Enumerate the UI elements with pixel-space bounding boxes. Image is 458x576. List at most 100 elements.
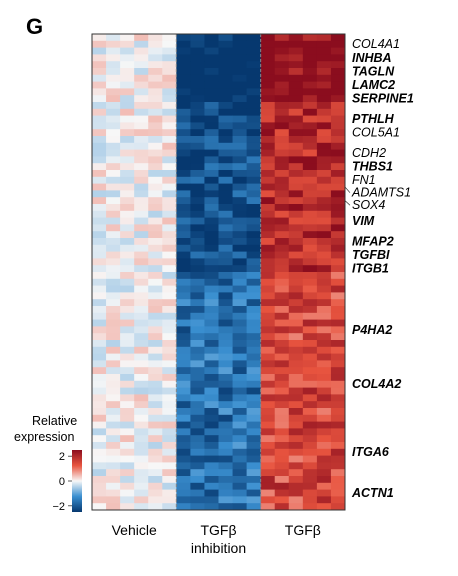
heatmap-cell — [274, 156, 290, 164]
heatmap-cell — [134, 319, 149, 327]
heatmap-cell — [162, 435, 177, 443]
heatmap-cell — [274, 265, 290, 273]
heatmap-cell — [302, 258, 318, 266]
heatmap-cell — [330, 231, 346, 239]
heatmap-cell — [148, 40, 163, 48]
heatmap-cell — [246, 367, 262, 375]
heatmap-cell — [176, 34, 191, 42]
heatmap-cell — [288, 54, 304, 62]
heatmap-cell — [218, 68, 233, 76]
heatmap-cell — [162, 265, 177, 273]
heatmap-frame — [91, 33, 346, 511]
heatmap-cell — [246, 326, 262, 334]
heatmap-cell — [106, 190, 121, 198]
heatmap-cell — [288, 163, 304, 171]
heatmap-cell — [176, 374, 191, 382]
heatmap-cell — [246, 346, 262, 354]
heatmap-cell — [232, 108, 248, 116]
heatmap-cell — [190, 156, 205, 164]
heatmap-cell — [204, 244, 219, 252]
heatmap-cell — [246, 210, 262, 218]
heatmap-cell — [92, 306, 107, 314]
heatmap-cell — [106, 95, 121, 103]
heatmap-cell — [162, 217, 177, 225]
heatmap-cell — [134, 272, 149, 280]
heatmap-cell — [120, 482, 135, 490]
gene-label: INHBA — [352, 51, 392, 65]
heatmap-cell — [176, 346, 191, 354]
heatmap-cell — [288, 380, 304, 388]
heatmap-cell — [92, 197, 107, 205]
heatmap-cell — [92, 258, 107, 266]
heatmap-cell — [148, 136, 163, 144]
heatmap-cell — [218, 265, 233, 273]
heatmap-cell — [274, 108, 290, 116]
heatmap-cell — [232, 170, 248, 178]
heatmap-cell — [316, 448, 332, 456]
heatmap-cell — [274, 421, 290, 429]
heatmap-cell — [274, 482, 290, 490]
heatmap-cell — [162, 190, 177, 198]
heatmap-cell — [92, 81, 107, 89]
heatmap-cell — [190, 428, 205, 436]
heatmap-cell — [106, 353, 121, 361]
heatmap-cell — [176, 462, 191, 470]
heatmap-cell — [204, 299, 219, 307]
legend-colorbar — [72, 450, 82, 512]
heatmap-cell — [92, 360, 107, 368]
heatmap-cell — [316, 360, 332, 368]
heatmap-cell — [218, 170, 233, 178]
heatmap-cell — [176, 469, 191, 477]
heatmap-cell — [162, 299, 177, 307]
heatmap-cell — [190, 408, 205, 416]
heatmap-cell — [120, 326, 135, 334]
heatmap-cell — [92, 170, 107, 178]
heatmap-cell — [246, 149, 262, 157]
heatmap-cell — [134, 122, 149, 130]
heatmap-cell — [274, 299, 290, 307]
heatmap-cell — [232, 476, 248, 484]
heatmap-cell — [218, 258, 233, 266]
heatmap-cell — [106, 156, 121, 164]
heatmap-cell — [316, 81, 332, 89]
heatmap-cell — [246, 414, 262, 422]
heatmap-cell — [120, 74, 135, 82]
heatmap-cell — [330, 340, 346, 348]
gene-label: COL5A1 — [352, 126, 400, 140]
heatmap-cell — [148, 285, 163, 293]
heatmap-cell — [176, 176, 191, 184]
heatmap-cell — [204, 34, 219, 42]
heatmap-cell — [246, 387, 262, 395]
heatmap-cell — [162, 34, 177, 42]
heatmap-cell — [232, 95, 248, 103]
heatmap-cell — [288, 272, 304, 280]
heatmap-cell — [302, 163, 318, 171]
heatmap-cell — [176, 414, 191, 422]
heatmap-cell — [302, 462, 318, 470]
heatmap-cell — [92, 149, 107, 157]
heatmap-cell — [162, 503, 177, 511]
heatmap-cell — [260, 326, 276, 334]
heatmap-cell — [260, 204, 276, 212]
heatmap-cell — [330, 292, 346, 300]
heatmap-cell — [162, 278, 177, 286]
heatmap-cell — [218, 374, 233, 382]
heatmap-cell — [190, 54, 205, 62]
heatmap-cell — [204, 136, 219, 144]
heatmap-cell — [204, 312, 219, 320]
heatmap-cell — [190, 170, 205, 178]
heatmap-cell — [330, 258, 346, 266]
heatmap-cell — [260, 115, 276, 123]
heatmap-cell — [246, 170, 262, 178]
heatmap-cell — [190, 238, 205, 246]
gene-label: PTHLH — [352, 112, 395, 126]
heatmap-cell — [176, 442, 191, 450]
heatmap-cell — [106, 238, 121, 246]
heatmap-cell — [260, 34, 276, 42]
heatmap-cell — [190, 204, 205, 212]
heatmap-cell — [92, 142, 107, 150]
heatmap-cell — [232, 285, 248, 293]
heatmap-cell — [274, 414, 290, 422]
heatmap-cell — [330, 489, 346, 497]
